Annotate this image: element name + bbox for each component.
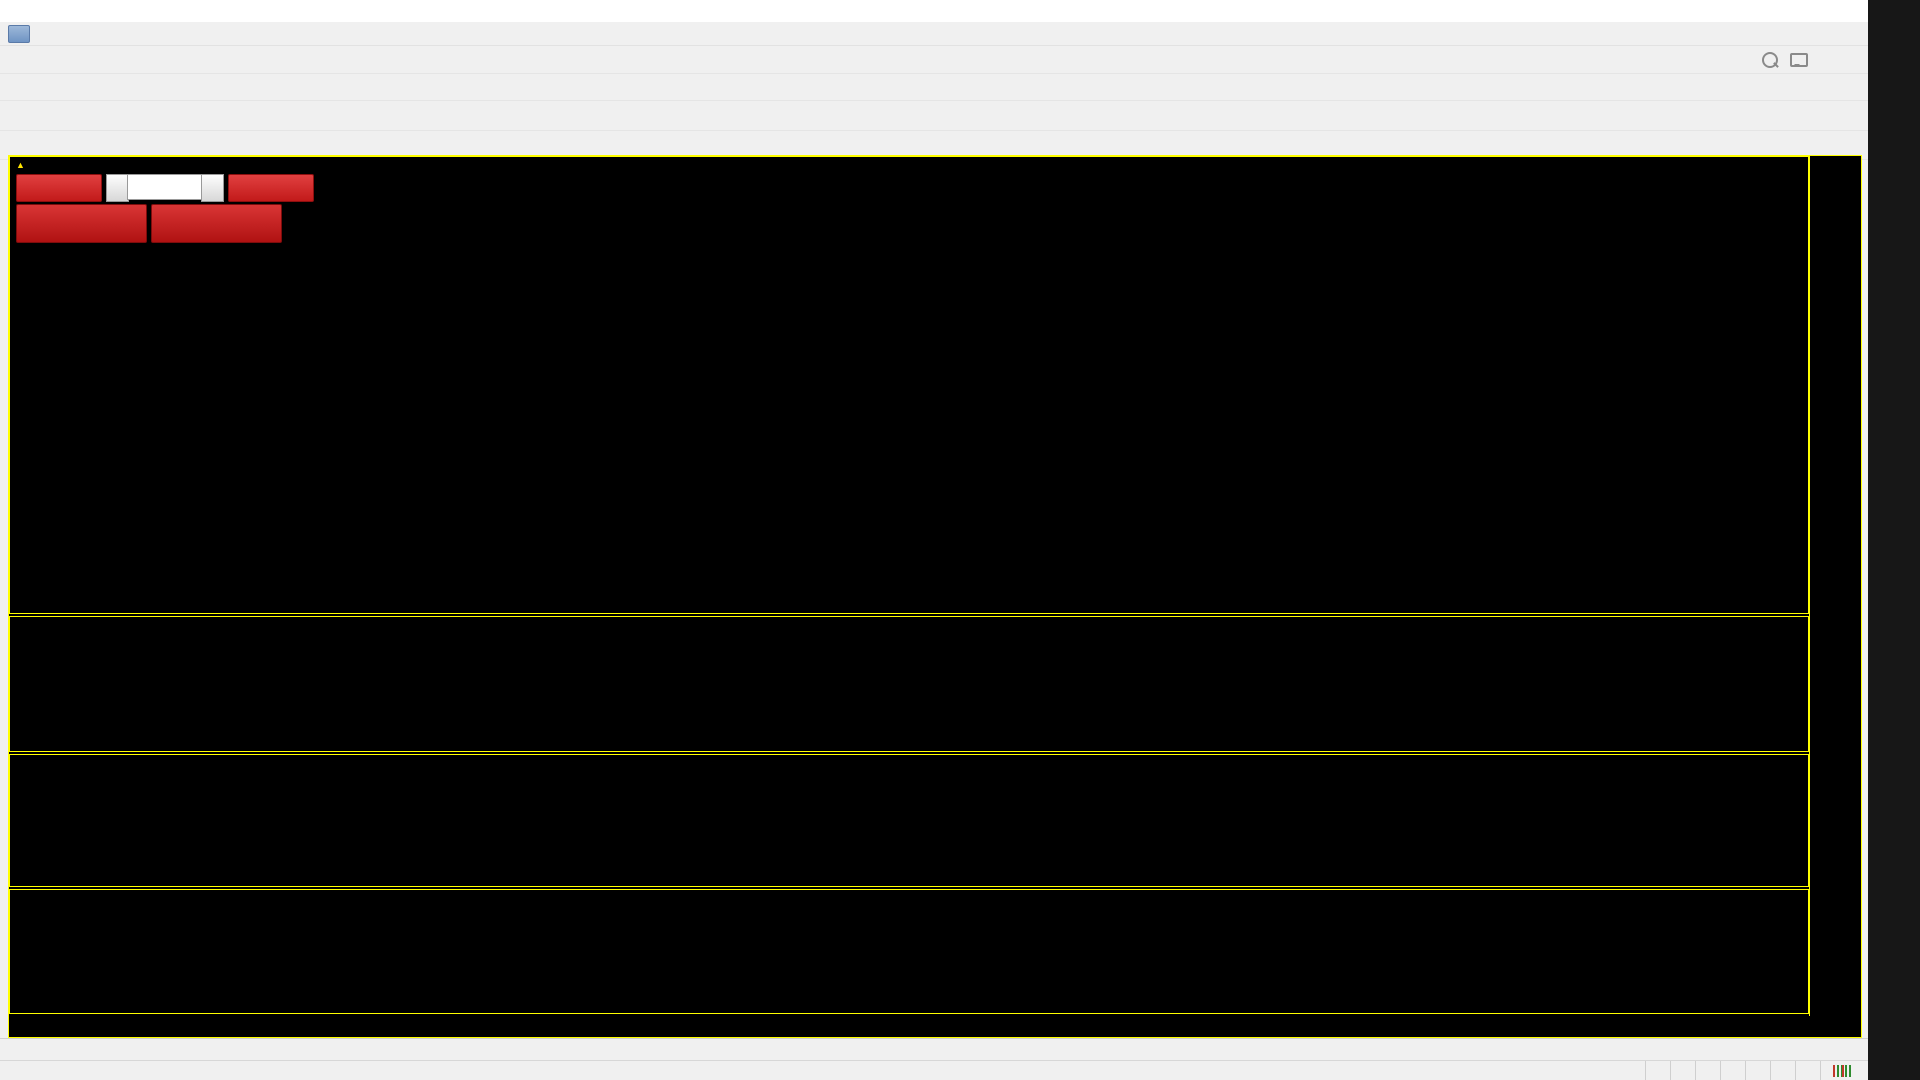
volume-up-button[interactable] (201, 174, 224, 202)
time-axis[interactable] (9, 1016, 1861, 1037)
status-close (1770, 1061, 1795, 1080)
sell-price-tile[interactable] (16, 204, 147, 243)
sell-button[interactable] (16, 174, 102, 202)
statusbar (0, 1060, 1868, 1080)
search-icon[interactable] (1762, 51, 1778, 68)
toolbar-line-studies (0, 101, 1868, 131)
status-bar-time (1670, 1061, 1695, 1080)
connection-bars-icon (1833, 1064, 1851, 1077)
chat-icon[interactable] (1790, 52, 1808, 67)
chart-tab-bar (0, 1038, 1868, 1060)
indicator-panel-chaos-visual[interactable] (9, 616, 1809, 752)
status-volume (1795, 1061, 1820, 1080)
superadx-canvas (10, 890, 1808, 1013)
chart-header: ▲ (16, 160, 31, 170)
minimize-button[interactable] (1748, 1, 1786, 21)
status-open (1695, 1061, 1720, 1080)
volume-down-button[interactable] (106, 174, 129, 202)
toolbar-standard (0, 46, 1868, 74)
chaos-visual-canvas (10, 617, 1808, 751)
trend-intensity-canvas (10, 755, 1808, 886)
restore-button[interactable] (1786, 1, 1824, 21)
status-high (1720, 1061, 1745, 1080)
volume-input[interactable] (127, 174, 207, 200)
titlebar (0, 0, 1868, 22)
price-scale[interactable] (1809, 156, 1862, 1016)
status-low (1745, 1061, 1770, 1080)
close-button[interactable] (1824, 1, 1862, 21)
indicator-panel-superadx[interactable] (9, 889, 1809, 1014)
buy-button[interactable] (228, 174, 314, 202)
menubar (0, 22, 1868, 46)
toolbar-charts (0, 74, 1868, 101)
main-chart-panel[interactable]: ▲ (9, 156, 1809, 614)
status-profile[interactable] (1645, 1061, 1670, 1080)
chart-area: ▲ (8, 155, 1862, 1038)
buy-price-tile[interactable] (151, 204, 282, 243)
status-traffic (1820, 1061, 1868, 1080)
windows-taskbar (1868, 0, 1920, 1080)
collapse-triangle-icon[interactable]: ▲ (16, 160, 25, 170)
mt4-window: ▲ (0, 0, 1868, 1080)
chart-window-icon (8, 24, 30, 43)
indicator-panel-trend-intensity[interactable] (9, 754, 1809, 887)
